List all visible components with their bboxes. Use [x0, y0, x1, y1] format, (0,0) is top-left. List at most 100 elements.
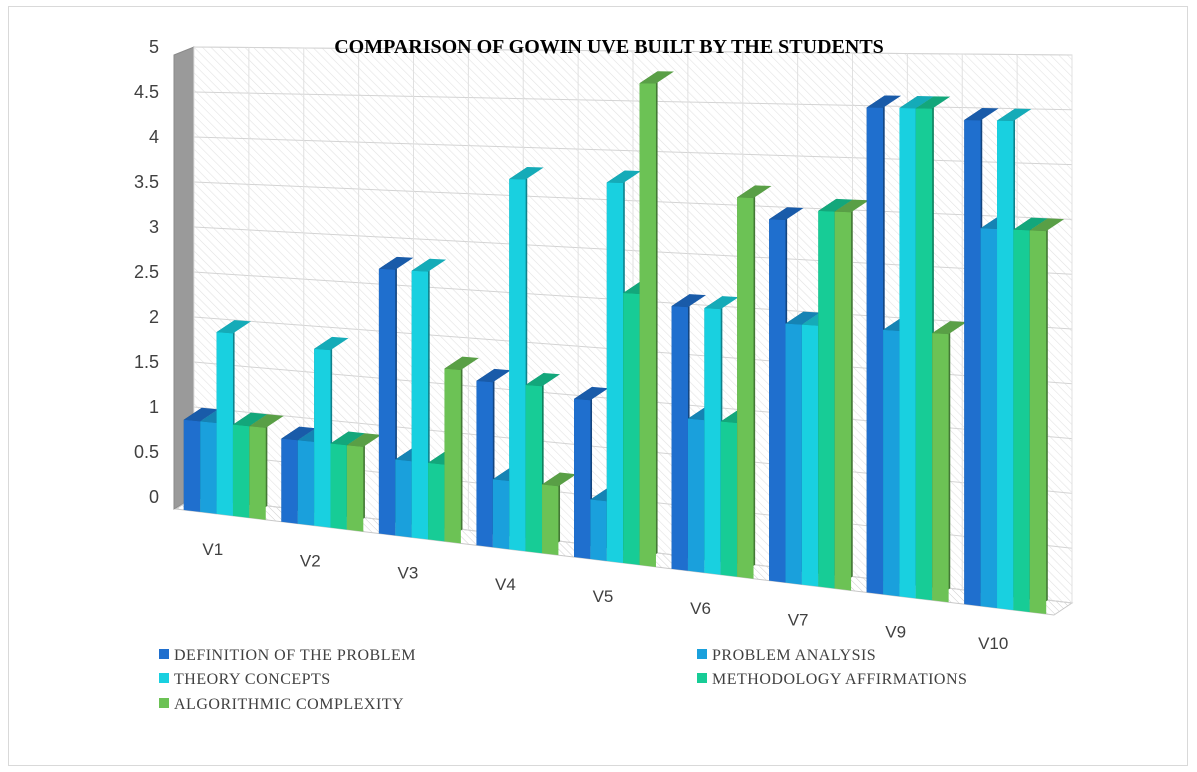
bar — [330, 431, 365, 530]
bar-front — [671, 306, 688, 571]
x-tick-label: V3 — [397, 563, 418, 582]
bar-top — [915, 96, 951, 109]
bar-top — [281, 426, 316, 441]
legend-swatch — [697, 673, 707, 683]
bar-front — [297, 440, 315, 526]
x-tick-label: V4 — [495, 575, 516, 594]
bar-top — [834, 199, 870, 213]
x-tick-label: V2 — [300, 552, 321, 571]
y-axis-ticks: 0 0.5 1 1.5 2 2.5 3 3.5 4 4.5 5 — [134, 37, 159, 507]
bar — [964, 107, 999, 607]
bar-front — [411, 270, 429, 540]
bar-front — [574, 398, 591, 560]
bar-front — [834, 211, 852, 591]
bar-top — [232, 412, 268, 427]
bar-front — [801, 324, 819, 587]
bar-front — [232, 424, 250, 518]
bar — [249, 414, 284, 520]
bar — [444, 356, 479, 544]
bar-front — [704, 308, 721, 575]
bar-top — [606, 170, 642, 184]
bar-front — [1029, 230, 1047, 615]
legend-swatch — [159, 649, 169, 659]
bar-front — [183, 419, 201, 512]
bar — [801, 312, 837, 587]
bar — [785, 311, 820, 585]
bar-top — [818, 198, 853, 212]
bar-top — [704, 296, 739, 310]
bar — [216, 320, 251, 516]
bar-top — [314, 336, 349, 351]
legend-item: DEFINITION OF THE PROBLEM — [159, 647, 416, 664]
bar-top — [525, 372, 561, 387]
bar-top — [1029, 218, 1065, 232]
bar-front — [200, 421, 217, 514]
bar — [509, 166, 544, 552]
y-tick-label: 4 — [149, 127, 159, 147]
bar — [378, 256, 414, 536]
x-tick-label: V9 — [885, 622, 906, 641]
bar — [1029, 218, 1065, 615]
bar — [314, 336, 349, 528]
bar-front — [623, 293, 640, 565]
bar-front — [818, 210, 835, 589]
bar — [183, 407, 219, 512]
bar — [281, 426, 316, 524]
legend-swatch — [697, 649, 707, 659]
bar-front — [525, 384, 543, 554]
bar-top — [411, 258, 447, 272]
bar-top — [737, 185, 772, 199]
bar-front — [899, 108, 916, 599]
bar-front — [1013, 229, 1030, 613]
bar-front — [915, 108, 933, 601]
bar-front — [444, 368, 461, 544]
x-tick-label: V5 — [593, 587, 614, 606]
legend-swatch — [159, 673, 169, 683]
y-tick-label: 0.5 — [134, 442, 159, 462]
bar — [687, 406, 723, 573]
bar-front — [346, 445, 364, 532]
bar-front — [492, 479, 510, 550]
bar-top — [346, 433, 382, 447]
bar — [769, 207, 804, 583]
legend-item: PROBLEM ANALYSIS — [697, 647, 876, 664]
bar — [574, 386, 609, 560]
bar-front — [542, 484, 559, 556]
bar-top — [249, 414, 284, 428]
bar — [834, 199, 870, 591]
bar-top — [1013, 217, 1048, 231]
y-tick-label: 0 — [149, 487, 159, 507]
bar-front — [866, 107, 884, 595]
bar-front — [476, 380, 493, 548]
bar — [932, 321, 967, 603]
legend: DEFINITION OF THE PROBLEM PROBLEM ANALYSI… — [159, 647, 967, 713]
bar-front — [281, 438, 298, 524]
bar-front — [395, 459, 412, 538]
bar — [232, 412, 268, 518]
x-tick-label: V1 — [202, 540, 223, 559]
y-tick-label: 2.5 — [134, 262, 159, 282]
bar-front — [932, 333, 949, 603]
bar-top — [785, 311, 820, 325]
y-tick-label: 3 — [149, 217, 159, 237]
bar-front — [997, 120, 1014, 611]
chart: 00.511.522.533.544.55 V1V2V3V4V5V6V7V9V1… — [134, 36, 1074, 713]
legend-label: DEFINITION OF THE PROBLEM — [174, 647, 416, 664]
bar-front — [428, 462, 445, 542]
x-tick-label: V6 — [690, 599, 711, 618]
bar-top — [183, 407, 219, 422]
bar-front — [639, 83, 656, 567]
bar-front — [720, 421, 738, 577]
bar-top — [997, 108, 1032, 121]
y-tick-label: 2 — [149, 307, 159, 327]
bar-front — [216, 332, 233, 516]
y-tick-label: 1.5 — [134, 352, 159, 372]
bar-front — [590, 499, 607, 562]
bar-top — [509, 166, 544, 180]
bar-front — [314, 348, 331, 528]
bar-top — [639, 71, 674, 84]
bar — [818, 198, 853, 589]
bar-top — [476, 368, 511, 383]
legend-label: THEORY CONCEPTS — [174, 671, 331, 688]
bar — [346, 433, 382, 532]
